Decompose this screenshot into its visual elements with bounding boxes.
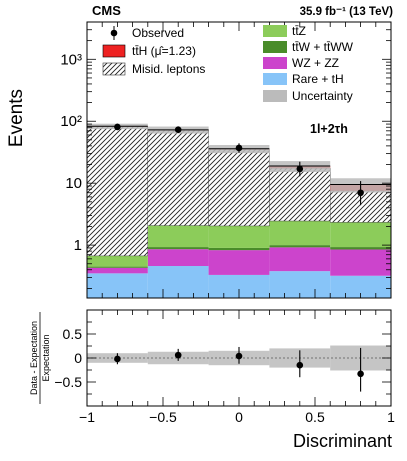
legend-entry-tt-h-1-23-: tt̄H (μ̂=1.23) bbox=[102, 44, 196, 58]
y-tick-label: 10² bbox=[60, 113, 82, 130]
legend-swatch bbox=[263, 57, 287, 69]
legend-swatch bbox=[263, 90, 287, 102]
legend-entry-wz-zz: WZ + ZZ bbox=[263, 56, 339, 70]
legend-label: WZ + ZZ bbox=[292, 56, 339, 70]
legend-label: tt̄Z bbox=[292, 24, 306, 38]
ratio-point-4 bbox=[357, 370, 364, 378]
bar-rare-th-bin-1 bbox=[147, 266, 209, 298]
legend-swatch bbox=[102, 44, 126, 58]
y-tick-label: 1 bbox=[74, 237, 82, 254]
x-tick-label: −0.5 bbox=[149, 409, 177, 425]
observed-points bbox=[114, 123, 364, 206]
x-tick-label: 1 bbox=[387, 409, 395, 425]
ratio-point-0 bbox=[114, 355, 121, 363]
bar-tt-w-tt-ww-bin-3 bbox=[269, 245, 331, 248]
legend-label: Uncertainty bbox=[292, 89, 353, 103]
bar-tt-w-tt-ww-bin-2 bbox=[208, 247, 270, 251]
ratio-point-3 bbox=[296, 361, 304, 369]
bar-misid-leptons-bin-3 bbox=[269, 167, 331, 222]
observed-point-4 bbox=[357, 189, 364, 197]
luminosity-label: 35.9 fb⁻¹ (13 TeV) bbox=[300, 6, 394, 18]
bar-wz-zz-bin-4 bbox=[330, 249, 391, 276]
legend-entry-uncertainty: Uncertainty bbox=[263, 89, 353, 103]
observed-point-3 bbox=[296, 165, 304, 173]
main-y-ticks: 1 10 10² 10³ bbox=[60, 21, 391, 289]
legend: Observed tt̄Z tt̄H (μ̂=1.23) tt̄W + tt̄WW Mi… bbox=[102, 24, 354, 103]
stacked-bars bbox=[86, 126, 392, 298]
y-tick-label: 10³ bbox=[60, 51, 82, 68]
bar-tt-w-tt-ww-bin-1 bbox=[147, 247, 209, 250]
observed-point-1 bbox=[174, 126, 182, 133]
legend-swatch bbox=[263, 25, 287, 37]
observed-point-0 bbox=[114, 123, 121, 131]
bar-misid-leptons-bin-1 bbox=[147, 129, 209, 226]
legend-label: Observed bbox=[132, 26, 184, 40]
bar-tt-z-bin-3 bbox=[269, 221, 331, 246]
bar-wz-zz-bin-0 bbox=[87, 267, 148, 274]
bar-tt-z-bin-0 bbox=[87, 255, 148, 267]
bar-tt-w-tt-ww-bin-4 bbox=[330, 247, 391, 250]
bar-rare-th-bin-4 bbox=[330, 275, 391, 298]
x-axis-label: Discriminant bbox=[293, 431, 392, 451]
bar-wz-zz-bin-2 bbox=[208, 250, 270, 275]
legend-entry-observed: Observed bbox=[110, 26, 184, 40]
ratio-ylabel-bottom: Expectation bbox=[41, 334, 51, 381]
x-tick-label: 0 bbox=[235, 409, 243, 425]
bar-tt-z-bin-1 bbox=[147, 225, 209, 248]
bar-tt-w-tt-ww-bin-0 bbox=[87, 266, 148, 268]
y-tick-label: 10 bbox=[65, 175, 82, 192]
ratio-y-tick-label: −0.5 bbox=[54, 374, 82, 390]
bar-misid-leptons-bin-0 bbox=[86, 126, 148, 257]
legend-entry-tt-z: tt̄Z bbox=[263, 24, 306, 38]
ratio-y-ticks: −0.5 0 0.5 bbox=[54, 321, 391, 395]
x-tick-label: −1 bbox=[79, 409, 95, 425]
bar-misid-leptons-bin-2 bbox=[208, 149, 270, 227]
y-axis-label: Events bbox=[6, 89, 27, 147]
bar-rare-th-bin-2 bbox=[208, 274, 270, 298]
ratio-point-2 bbox=[235, 352, 243, 360]
ratio-ylabel-top: Data - Expectation bbox=[29, 321, 39, 395]
legend-swatch bbox=[102, 62, 126, 76]
ratio-y-tick-label: 0.5 bbox=[63, 326, 83, 342]
legend-entry-misid-leptons: Misid. leptons bbox=[102, 62, 205, 76]
channel-label: 1l+2τh bbox=[310, 122, 348, 136]
bar-wz-zz-bin-1 bbox=[147, 249, 209, 266]
legend-swatch bbox=[263, 41, 287, 53]
legend-label: Rare + tH bbox=[292, 72, 344, 86]
main-x-ticks bbox=[86, 22, 392, 298]
x-tick-label: 0.5 bbox=[305, 409, 325, 425]
observed-point-2 bbox=[235, 144, 243, 152]
ratio-points bbox=[114, 346, 364, 392]
ratio-y-axis-label: Data - Expectation Expectation bbox=[29, 312, 51, 404]
legend-entry-tt-w-tt-ww: tt̄W + tt̄WW bbox=[263, 40, 354, 54]
ratio-y-tick-label: 0 bbox=[74, 350, 82, 366]
ratio-point-1 bbox=[174, 351, 182, 359]
bar-tt-z-bin-4 bbox=[330, 222, 391, 248]
ratio-x-ticks: −1 −0.5 0 0.5 1 bbox=[79, 310, 395, 425]
bar-wz-zz-bin-3 bbox=[269, 247, 331, 272]
legend-label: tt̄W + tt̄WW bbox=[292, 40, 354, 54]
legend-swatch bbox=[263, 73, 287, 85]
legend-label: Misid. leptons bbox=[132, 62, 205, 76]
legend-label: tt̄H (μ̂=1.23) bbox=[132, 44, 196, 58]
ratio-panel: −0.5 0 0.5 −1 −0.5 0 0.5 1 Data - Expectation … bbox=[29, 309, 395, 451]
bar-tt-z-bin-2 bbox=[208, 225, 270, 248]
legend-entry-rare-th: Rare + tH bbox=[263, 72, 344, 86]
experiment-label: CMS bbox=[92, 3, 121, 18]
